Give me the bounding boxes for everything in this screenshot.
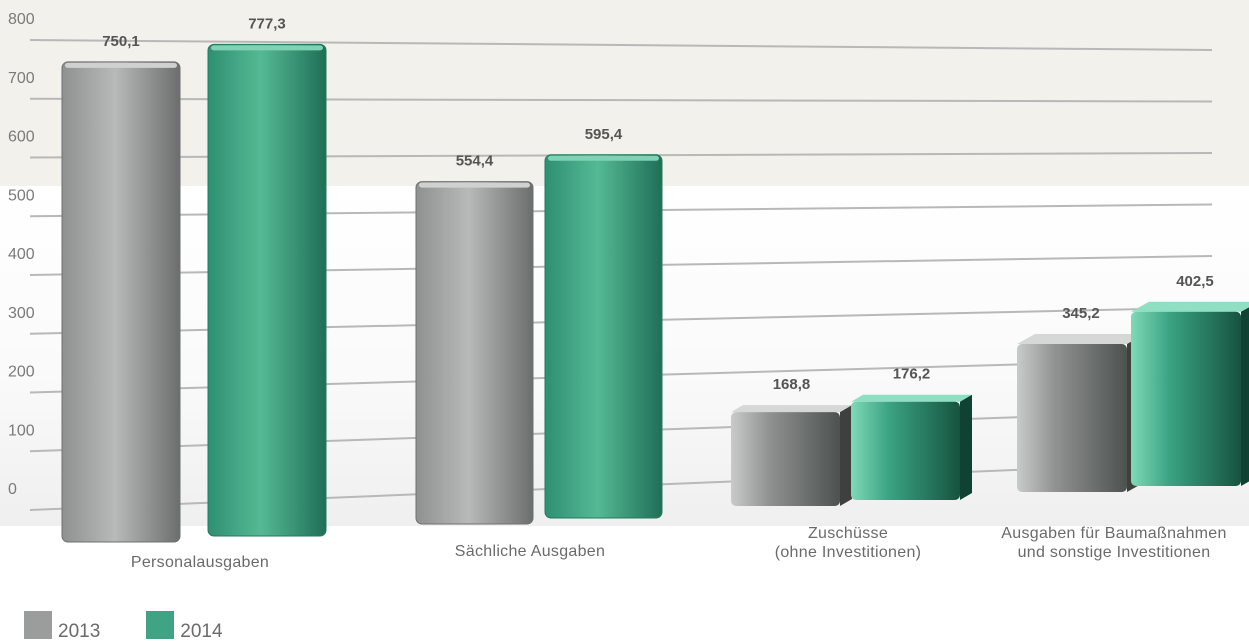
bar-top-face — [1017, 333, 1145, 344]
bar-value-label: 176,2 — [893, 366, 931, 383]
bar-highlight — [548, 155, 659, 161]
y-tick-label: 700 — [8, 70, 35, 87]
category-label: Personalausgaben — [131, 554, 269, 571]
y-tick-label: 400 — [8, 246, 35, 263]
bar — [731, 412, 840, 506]
category-label: und sonstige Investitionen — [1018, 544, 1211, 561]
y-tick-label: 0 — [8, 481, 17, 498]
y-tick-label: 600 — [8, 129, 35, 146]
bar-top-face — [1131, 301, 1249, 312]
bar-value-label: 750,1 — [102, 33, 140, 50]
bar — [544, 154, 663, 519]
bar-value-label: 777,3 — [248, 15, 286, 32]
bar-highlight — [65, 62, 177, 68]
gridline — [29, 39, 1213, 51]
bar-value-label: 554,4 — [456, 153, 494, 170]
legend-label-2014: 2014 — [180, 621, 223, 642]
bar-side-face — [960, 394, 972, 500]
bar — [61, 61, 181, 543]
bar-side-face — [1241, 307, 1249, 486]
category-label: Ausgaben für Baumaßnahmen — [1001, 525, 1226, 542]
gridline — [29, 97, 1213, 103]
bar-value-label: 595,4 — [585, 126, 623, 143]
y-tick-label: 300 — [8, 305, 35, 322]
bar — [1131, 311, 1241, 486]
bar — [851, 401, 960, 500]
bar-value-label: 402,5 — [1176, 273, 1214, 290]
legend-item-2013: 2013 — [24, 611, 101, 643]
bar-highlight — [211, 45, 323, 51]
y-tick-label: 200 — [8, 364, 35, 381]
y-tick-label: 500 — [8, 187, 35, 204]
y-tick-label: 800 — [8, 11, 35, 28]
bar — [207, 43, 327, 537]
bar-top-face — [731, 405, 852, 413]
legend: 2013 2014 — [24, 611, 269, 643]
bar-highlight — [419, 182, 530, 188]
bar-plot: 800 700 600 500 400 300 200 100 0 750,1 554,4 168,8… — [8, 11, 1249, 571]
bar-top-face — [851, 394, 972, 402]
bar-side-face — [840, 405, 852, 506]
bar-value-label: 168,8 — [773, 376, 811, 393]
category-label: Sächliche Ausgaben — [455, 543, 605, 560]
bar — [1017, 343, 1127, 492]
legend-swatch-2013 — [24, 611, 52, 639]
legend-swatch-2014 — [146, 611, 175, 639]
category-label: Zuschüsse — [808, 525, 888, 542]
legend-item-2014: 2014 — [146, 611, 223, 643]
category-label: (ohne Investitionen) — [775, 544, 922, 561]
bar — [415, 181, 534, 525]
legend-label-2013: 2013 — [58, 621, 101, 642]
y-tick-label: 100 — [8, 422, 35, 439]
bar-value-label: 345,2 — [1062, 305, 1100, 322]
